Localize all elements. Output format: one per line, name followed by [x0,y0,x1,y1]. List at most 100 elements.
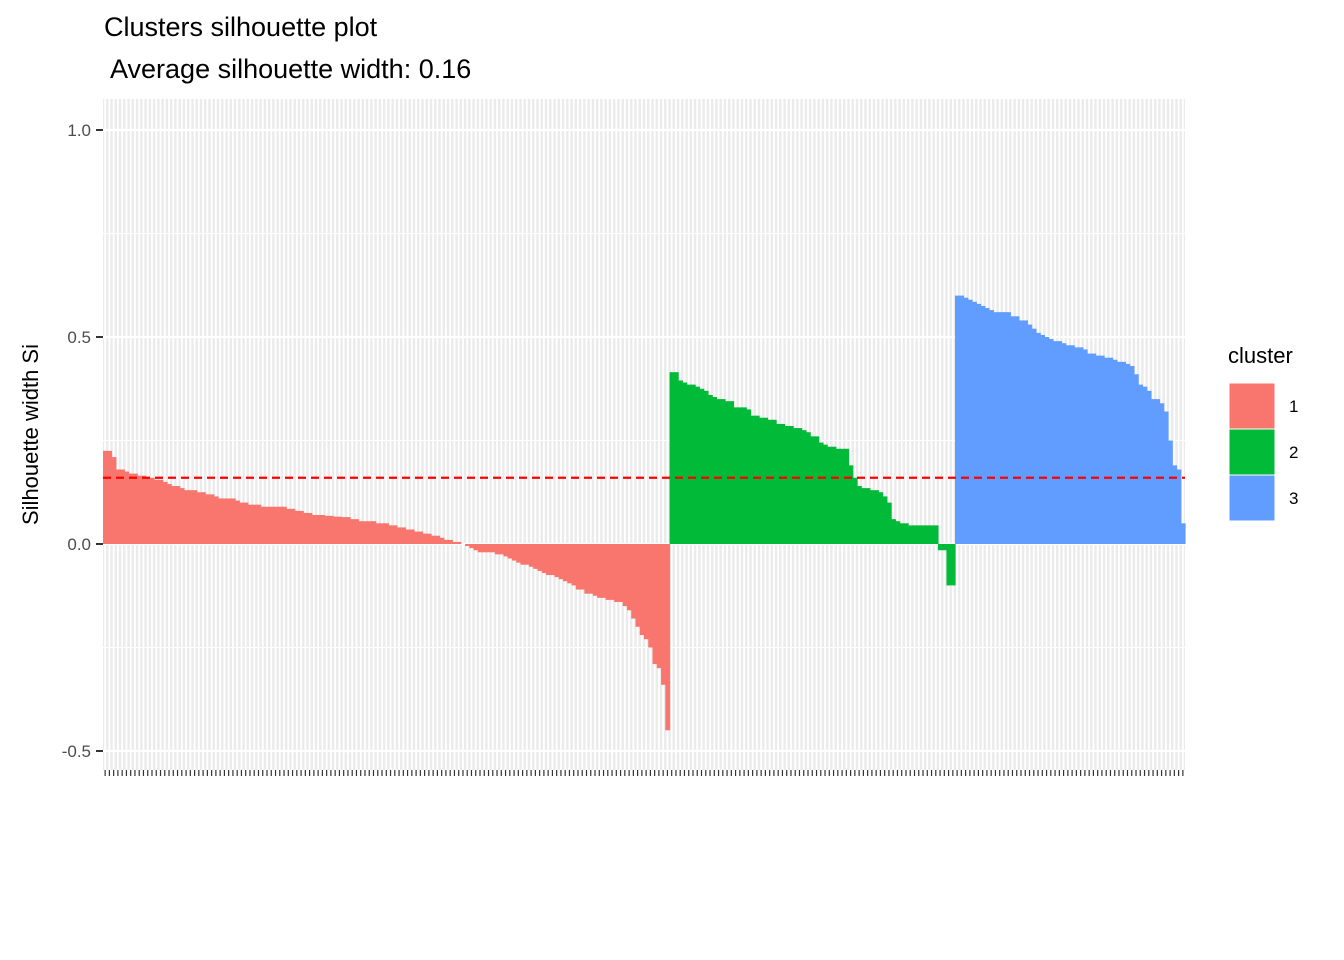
bar-cluster-1 [358,521,364,544]
bar-cluster-2 [784,426,790,544]
bar-cluster-3 [1180,523,1186,544]
bar-cluster-3 [1040,334,1046,544]
bar-cluster-2 [891,519,896,544]
bar-cluster-1 [273,506,279,544]
bar-cluster-1 [222,498,228,544]
bar-cluster-2 [814,436,820,544]
bar-cluster-2 [831,446,837,544]
legend: cluster 1 2 3 [1228,343,1298,522]
bar-cluster-2 [771,419,777,544]
bar-cluster-3 [1027,324,1033,544]
bar-cluster-2 [720,399,726,544]
bar-cluster-2 [942,544,948,551]
bar-cluster-3 [1087,353,1092,544]
bar-cluster-1 [175,486,181,544]
bar-cluster-3 [1163,411,1169,544]
y-tick-label: -0.5 [62,742,91,761]
bar-cluster-1 [546,544,551,576]
y-tick-label: 0.0 [67,535,91,554]
bar-cluster-3 [1099,355,1105,544]
bar-cluster-1 [439,537,445,544]
bar-cluster-3 [1078,347,1084,544]
bar-cluster-2 [856,486,862,544]
bar-cluster-2 [933,525,939,544]
bar-cluster-2 [925,525,931,544]
bar-cluster-3 [1082,349,1088,544]
bar-cluster-1 [563,544,568,582]
bar-cluster-1 [243,502,249,544]
bar-cluster-1 [111,457,117,544]
bar-cluster-1 [652,544,658,665]
bar-cluster-1 [567,544,573,584]
bar-cluster-1 [200,492,206,544]
bar-cluster-3 [1146,390,1152,544]
bar-cluster-1 [609,544,615,600]
bar-cluster-3 [1035,332,1041,544]
bar-cluster-1 [103,450,108,544]
bar-cluster-3 [1091,353,1097,544]
bar-cluster-1 [465,544,470,547]
legend-key-2 [1228,428,1276,476]
legend-label-3: 3 [1289,489,1298,508]
bar-cluster-2 [912,525,918,544]
bar-cluster-1 [448,539,453,544]
bar-cluster-1 [482,544,487,553]
bar-cluster-3 [1044,337,1050,544]
bar-cluster-1 [350,519,355,544]
bar-cluster-1 [418,531,424,544]
bar-cluster-1 [426,533,432,544]
bar-cluster-1 [252,504,257,544]
bar-cluster-3 [1065,345,1071,544]
bar-cluster-3 [1069,345,1075,544]
bar-cluster-3 [976,303,982,544]
bar-cluster-1 [298,510,304,544]
bar-cluster-1 [580,544,585,590]
bar-cluster-1 [533,544,539,569]
bar-cluster-3 [1159,403,1165,544]
bar-cluster-2 [822,444,828,544]
bar-cluster-1 [575,544,581,590]
bar-cluster-3 [1176,469,1182,544]
bar-cluster-3 [980,305,986,544]
bar-cluster-1 [303,512,309,544]
bar-cluster-3 [989,310,994,544]
bar-cluster-1 [477,544,483,553]
bar-cluster-1 [665,544,671,731]
bar-cluster-1 [384,523,390,544]
bar-cluster-2 [737,407,743,544]
bar-cluster-1 [367,521,372,544]
bar-cluster-2 [712,397,718,544]
bar-cluster-1 [614,544,620,602]
bar-cluster-1 [307,512,313,544]
bar-cluster-2 [716,399,722,544]
bar-cluster-2 [746,409,752,544]
bar-cluster-1 [337,516,343,544]
bar-cluster-2 [776,423,781,544]
bar-cluster-1 [396,527,402,544]
bar-cluster-1 [413,531,419,544]
bar-cluster-1 [158,479,164,544]
bar-cluster-1 [290,508,296,544]
bar-cluster-2 [754,415,760,544]
bar-cluster-2 [673,372,679,544]
bar-cluster-1 [401,527,407,544]
bar-cluster-2 [724,401,730,544]
bar-cluster-1 [315,515,321,544]
bar-cluster-1 [584,544,590,594]
bar-cluster-1 [435,535,441,544]
bar-cluster-1 [452,541,458,544]
bar-cluster-3 [1116,361,1122,544]
bar-cluster-2 [903,523,909,544]
bar-cluster-2 [852,477,858,544]
bar-cluster-3 [1129,365,1135,544]
bar-cluster-1 [115,469,121,544]
bar-cluster-2 [788,426,794,544]
bar-cluster-3 [997,312,1003,544]
bar-cluster-3 [1048,339,1054,544]
bar-cluster-1 [213,496,219,544]
legend-label-2: 2 [1289,443,1298,462]
bar-cluster-1 [179,488,185,544]
bar-cluster-2 [707,394,713,544]
bar-cluster-1 [618,544,624,602]
bar-cluster-2 [750,415,756,544]
